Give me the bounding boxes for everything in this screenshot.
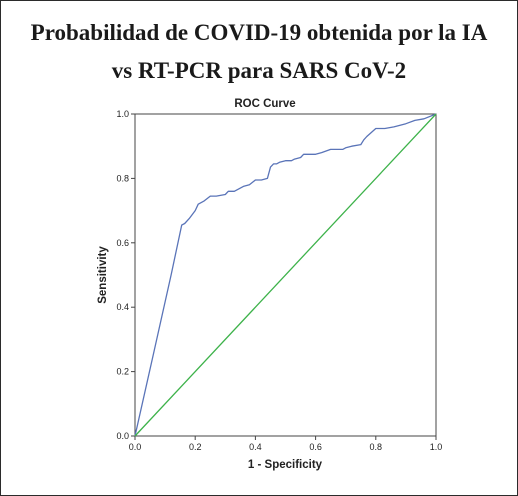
y-tick-label: 0.2: [116, 367, 129, 377]
x-tick-label: 1.0: [430, 442, 443, 452]
x-tick-label: 0.4: [249, 442, 262, 452]
x-tick-label: 0.6: [309, 442, 322, 452]
reference-diagonal-line: [134, 113, 437, 437]
x-axis-label: 1 - Specificity: [248, 459, 323, 471]
roc-curve-line: [134, 113, 437, 437]
y-tick-label: 1.0: [116, 109, 129, 119]
x-tick-label: 0.0: [129, 442, 142, 452]
figure-title-line-2: vs RT-PCR para SARS CoV-2: [111, 58, 407, 83]
y-tick-label: 0.0: [116, 431, 129, 441]
chart-title: ROC Curve: [234, 98, 295, 110]
y-axis-label: Sensitivity: [97, 246, 109, 304]
figure-title-line-1: Probabilidad de COVID-19 obtenida por la…: [30, 20, 488, 45]
x-tick-label: 0.8: [370, 442, 383, 452]
y-axis: 0.0 0.2 0.4 0.6 0.8 1.0: [116, 109, 135, 441]
y-tick-label: 0.4: [116, 302, 129, 312]
series-group: [134, 113, 437, 437]
y-tick-label: 0.8: [116, 173, 129, 183]
y-tick-label: 0.6: [116, 238, 129, 248]
x-tick-label: 0.2: [189, 442, 202, 452]
x-axis: 0.0 0.2 0.4 0.6 0.8 1.0: [129, 436, 443, 452]
